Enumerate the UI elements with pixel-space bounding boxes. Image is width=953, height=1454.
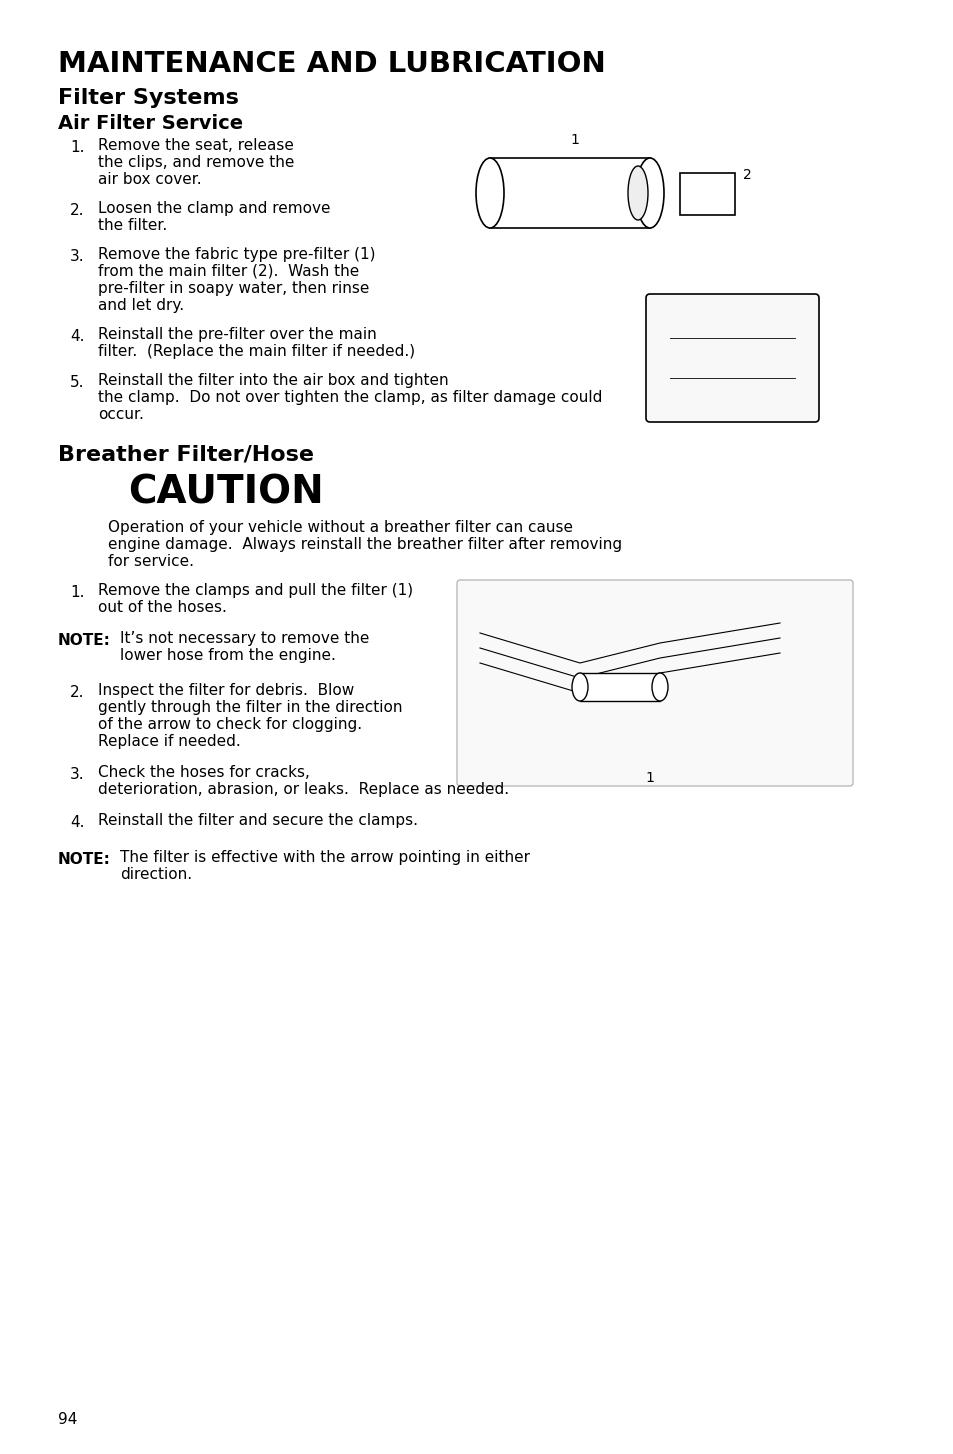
Text: 2: 2 <box>742 169 751 182</box>
Text: from the main filter (2).  Wash the: from the main filter (2). Wash the <box>98 265 359 279</box>
Text: Reinstall the filter and secure the clamps.: Reinstall the filter and secure the clam… <box>98 813 417 827</box>
Text: gently through the filter in the direction: gently through the filter in the directi… <box>98 699 402 715</box>
Text: the filter.: the filter. <box>98 218 167 233</box>
Text: Remove the fabric type pre-filter (1): Remove the fabric type pre-filter (1) <box>98 247 375 262</box>
Text: Operation of your vehicle without a breather filter can cause: Operation of your vehicle without a brea… <box>108 521 573 535</box>
Text: deterioration, abrasion, or leaks.  Replace as needed.: deterioration, abrasion, or leaks. Repla… <box>98 782 509 797</box>
Text: 1: 1 <box>644 771 653 785</box>
Text: 4.: 4. <box>70 816 85 830</box>
Ellipse shape <box>572 673 587 701</box>
Bar <box>679 173 734 215</box>
Text: Remove the clamps and pull the filter (1): Remove the clamps and pull the filter (1… <box>98 583 413 598</box>
Text: Reinstall the filter into the air box and tighten: Reinstall the filter into the air box an… <box>98 374 448 388</box>
Text: NOTE:: NOTE: <box>58 852 111 867</box>
Text: Inspect the filter for debris.  Blow: Inspect the filter for debris. Blow <box>98 683 354 698</box>
Text: 1.: 1. <box>70 140 85 156</box>
Text: Replace if needed.: Replace if needed. <box>98 734 240 749</box>
Text: the clips, and remove the: the clips, and remove the <box>98 156 294 170</box>
FancyBboxPatch shape <box>456 580 852 787</box>
Text: Loosen the clamp and remove: Loosen the clamp and remove <box>98 201 330 217</box>
Text: for service.: for service. <box>108 554 193 569</box>
Text: direction.: direction. <box>120 867 192 883</box>
Text: It’s not necessary to remove the: It’s not necessary to remove the <box>120 631 369 646</box>
Text: 2.: 2. <box>70 685 85 699</box>
Text: Remove the seat, release: Remove the seat, release <box>98 138 294 153</box>
Text: CAUTION: CAUTION <box>128 474 323 512</box>
Ellipse shape <box>476 158 503 228</box>
Text: engine damage.  Always reinstall the breather filter after removing: engine damage. Always reinstall the brea… <box>108 537 621 553</box>
Text: lower hose from the engine.: lower hose from the engine. <box>120 648 335 663</box>
Text: pre-filter in soapy water, then rinse: pre-filter in soapy water, then rinse <box>98 281 369 297</box>
Text: 94: 94 <box>58 1412 77 1426</box>
Ellipse shape <box>651 673 667 701</box>
Text: 1.: 1. <box>70 585 85 601</box>
Text: 3.: 3. <box>70 249 85 265</box>
Text: Breather Filter/Hose: Breather Filter/Hose <box>58 443 314 464</box>
FancyBboxPatch shape <box>645 294 818 422</box>
Text: 3.: 3. <box>70 768 85 782</box>
Text: 5.: 5. <box>70 375 85 390</box>
Text: occur.: occur. <box>98 407 144 422</box>
Text: MAINTENANCE AND LUBRICATION: MAINTENANCE AND LUBRICATION <box>58 49 605 79</box>
Bar <box>579 673 659 701</box>
Text: out of the hoses.: out of the hoses. <box>98 601 227 615</box>
Text: filter.  (Replace the main filter if needed.): filter. (Replace the main filter if need… <box>98 345 415 359</box>
Ellipse shape <box>627 166 647 220</box>
Text: 2.: 2. <box>70 204 85 218</box>
Text: the clamp.  Do not over tighten the clamp, as filter damage could: the clamp. Do not over tighten the clamp… <box>98 390 601 406</box>
Text: 4.: 4. <box>70 329 85 345</box>
Text: 1: 1 <box>569 132 578 147</box>
Ellipse shape <box>636 158 663 228</box>
Text: The filter is effective with the arrow pointing in either: The filter is effective with the arrow p… <box>120 851 530 865</box>
Text: Reinstall the pre-filter over the main: Reinstall the pre-filter over the main <box>98 327 376 342</box>
Text: Filter Systems: Filter Systems <box>58 89 238 108</box>
Text: air box cover.: air box cover. <box>98 172 201 188</box>
Text: of the arrow to check for clogging.: of the arrow to check for clogging. <box>98 717 362 731</box>
Bar <box>490 158 649 228</box>
Text: Air Filter Service: Air Filter Service <box>58 113 243 132</box>
Text: NOTE:: NOTE: <box>58 632 111 648</box>
Text: Check the hoses for cracks,: Check the hoses for cracks, <box>98 765 310 779</box>
Text: and let dry.: and let dry. <box>98 298 184 313</box>
